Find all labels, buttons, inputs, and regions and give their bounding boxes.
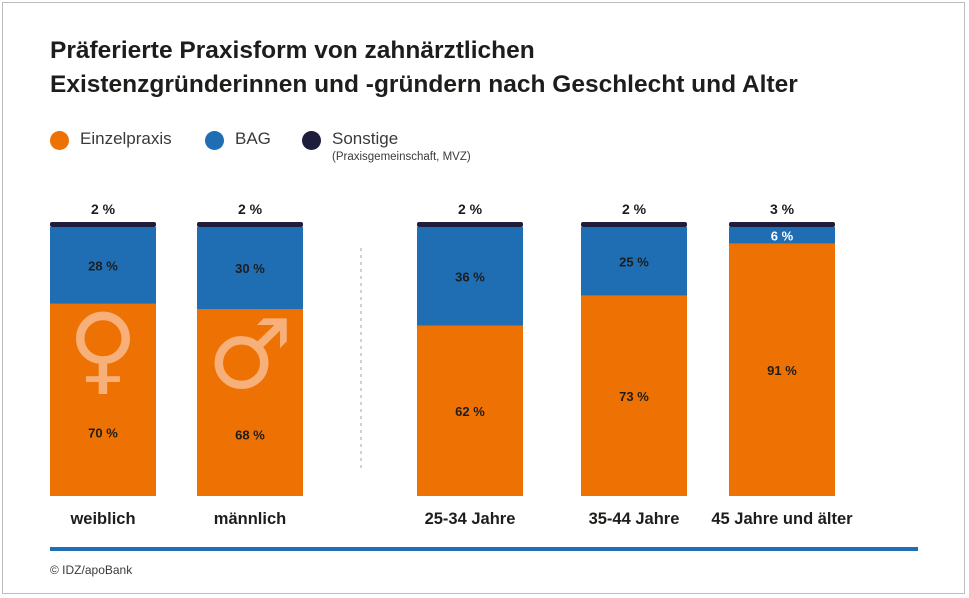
bar-bag-weiblich xyxy=(50,227,156,304)
category-label-45-jahre-und-älter: 45 Jahre und älter xyxy=(711,510,853,528)
bar-einzelpraxis-35-44-jahre xyxy=(581,295,687,496)
data-label-bag-männlich: 30 % xyxy=(235,261,265,276)
title-line-2: Existenzgründerinnen und -gründern nach … xyxy=(50,71,798,98)
bar-bag-männlich xyxy=(197,227,303,310)
legend-sublabel-sonstige: (Praxisgemeinschaft, MVZ) xyxy=(332,151,471,163)
data-label-sonstige-35-44-jahre: 2 % xyxy=(622,201,647,217)
title-line-1: Präferierte Praxisform von zahnärztliche… xyxy=(50,37,535,64)
data-label-einzelpraxis-weiblich: 70 % xyxy=(88,426,118,441)
data-label-einzelpraxis-45-jahre-und-älter: 91 % xyxy=(767,363,797,378)
symbol-weiblich: ♀ xyxy=(68,293,138,405)
data-label-einzelpraxis-35-44-jahre: 73 % xyxy=(619,389,649,404)
data-label-sonstige-weiblich: 2 % xyxy=(91,201,116,217)
stacked-bar-chart: ♀ 70 % 28 % 2 % weiblich ♂ 68 % 30 % 2 % männlich… xyxy=(50,201,853,528)
footer-rule xyxy=(50,547,918,551)
category-label-25-34-jahre: 25-34 Jahre xyxy=(425,510,516,528)
bar-sonstige-25-34-jahre xyxy=(417,222,523,227)
data-label-sonstige-männlich: 2 % xyxy=(238,201,263,217)
chart-title: Präferierte Praxisform von zahnärztliche… xyxy=(50,34,798,102)
bar-sonstige-weiblich xyxy=(50,222,156,227)
category-label-männlich: männlich xyxy=(214,510,286,528)
bar-sonstige-35-44-jahre xyxy=(581,222,687,227)
category-label-35-44-jahre: 35-44 Jahre xyxy=(589,510,680,528)
bar-einzelpraxis-45-jahre-und-älter xyxy=(729,243,835,496)
legend-label-sonstige: Sonstige xyxy=(332,129,399,148)
symbol-männlich: ♂ xyxy=(207,298,293,410)
bar-bag-25-34-jahre xyxy=(417,227,523,326)
legend-swatch-einzelpraxis xyxy=(50,131,69,150)
data-label-einzelpraxis-männlich: 68 % xyxy=(235,427,265,442)
legend-swatch-sonstige xyxy=(302,131,321,150)
data-label-bag-35-44-jahre: 25 % xyxy=(619,254,649,269)
category-label-weiblich: weiblich xyxy=(69,510,135,528)
bar-bag-35-44-jahre xyxy=(581,227,687,296)
legend-label-einzelpraxis: Einzelpraxis xyxy=(80,129,172,148)
data-label-bag-45-jahre-und-älter: 6 % xyxy=(771,228,794,243)
bar-einzelpraxis-weiblich xyxy=(50,303,156,496)
bar-bag-45-jahre-und-älter xyxy=(729,227,835,244)
data-label-bag-weiblich: 28 % xyxy=(88,258,118,273)
bar-einzelpraxis-25-34-jahre xyxy=(417,325,523,496)
legend-label-bag: BAG xyxy=(235,129,271,148)
source-note: © IDZ/apoBank xyxy=(50,563,133,577)
bar-einzelpraxis-männlich xyxy=(197,309,303,496)
bar-sonstige-männlich xyxy=(197,222,303,227)
data-label-sonstige-45-jahre-und-älter: 3 % xyxy=(770,201,795,217)
data-label-sonstige-25-34-jahre: 2 % xyxy=(458,201,483,217)
data-label-einzelpraxis-25-34-jahre: 62 % xyxy=(455,404,485,419)
bar-sonstige-45-jahre-und-älter xyxy=(729,222,835,227)
data-label-bag-25-34-jahre: 36 % xyxy=(455,269,485,284)
legend-swatch-bag xyxy=(205,131,224,150)
